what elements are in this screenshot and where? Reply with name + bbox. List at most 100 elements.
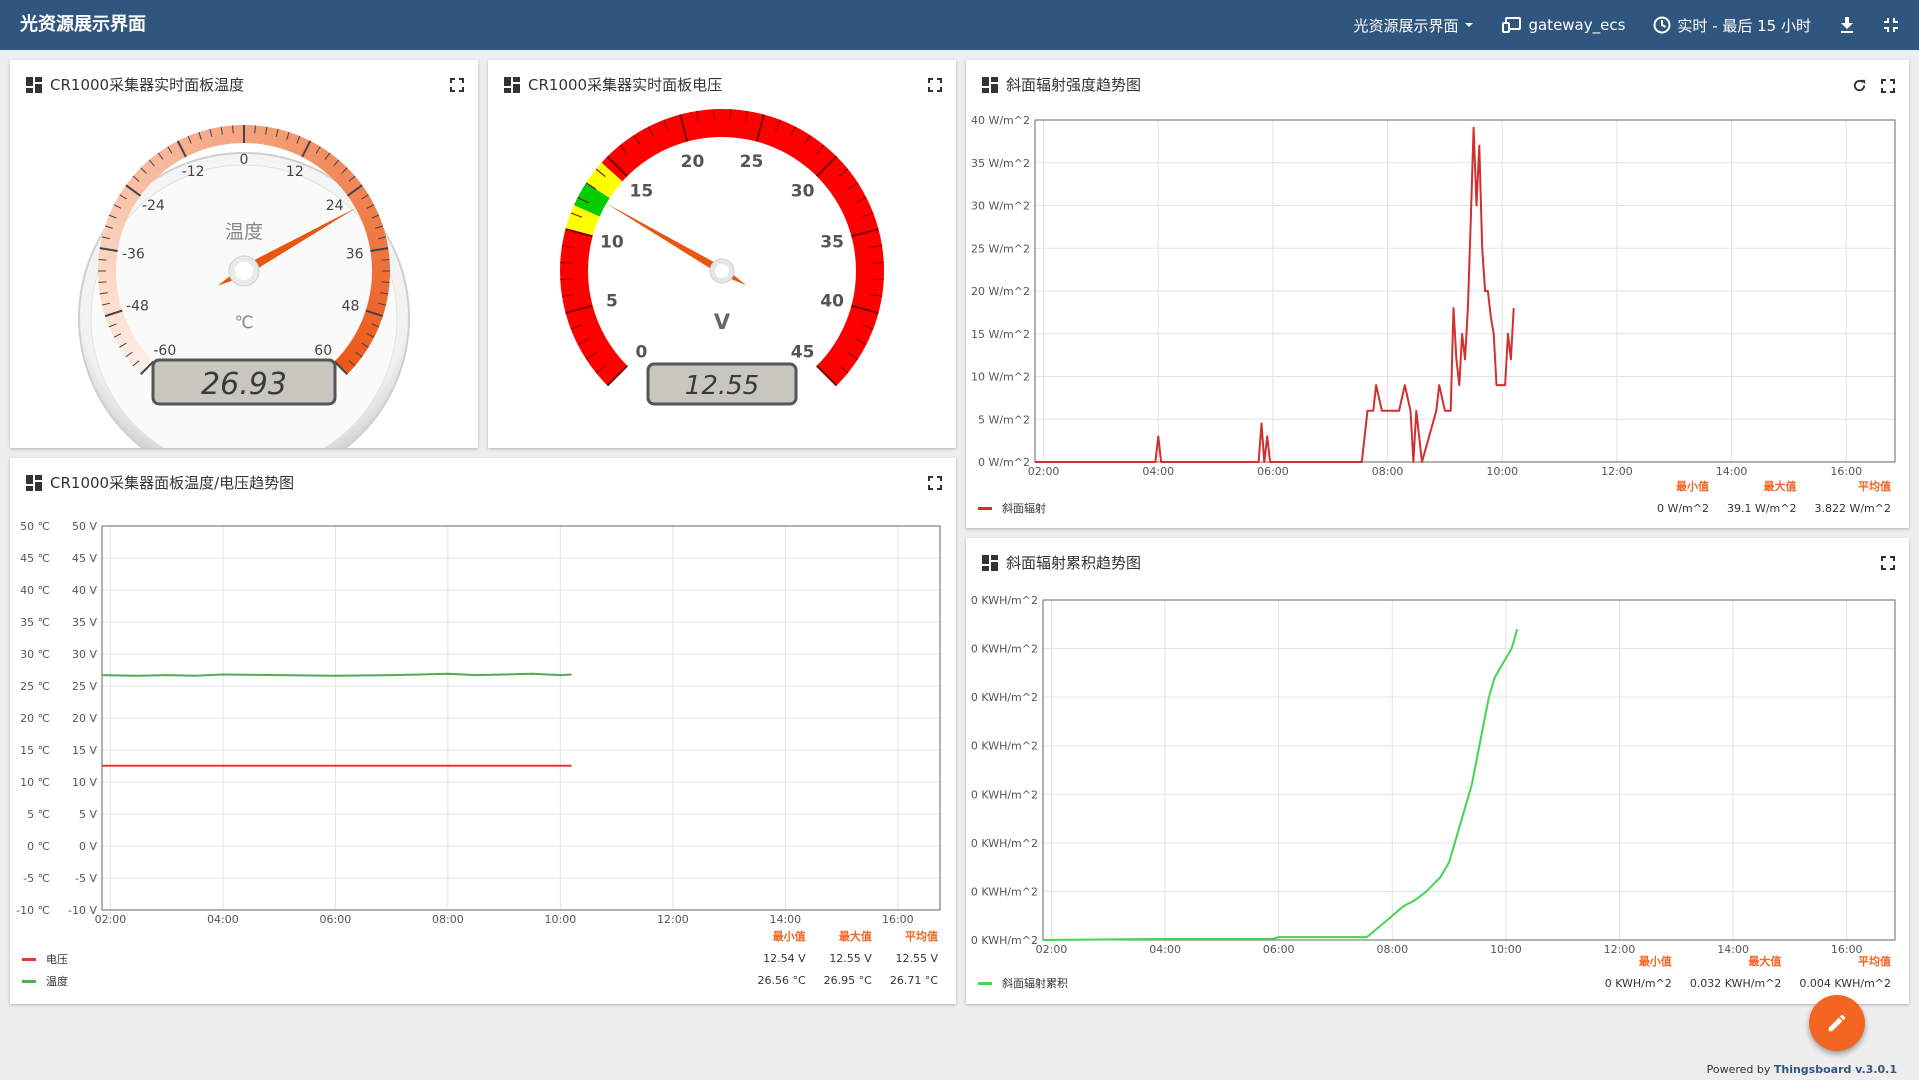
x-tick-label: 04:00 [1142,465,1174,478]
gauge-tick [755,114,765,142]
gauge-tick [585,182,597,190]
series-line[interactable] [101,672,572,677]
edit-dashboard-button[interactable] [1809,995,1865,1051]
legend-item[interactable]: 电压 [22,948,68,970]
gauge-color-band [113,194,136,213]
gauge-tick-label: 45 [791,343,815,363]
download-icon[interactable] [1839,16,1855,34]
widget-title: 斜面辐射强度趋势图 [1006,76,1142,94]
gauge-tick [119,194,127,200]
y-tick-label: 25 W/m^2 [971,242,1030,255]
x-tick-label: 02:00 [1028,465,1060,478]
fullscreen-icon[interactable] [1881,78,1895,93]
gauge-tick [851,228,879,238]
refresh-icon[interactable] [1852,78,1867,93]
stat-avg: 12.55 V [895,951,938,965]
legend-item[interactable]: 斜面辐射累积 [978,972,1068,994]
series-line[interactable] [1035,126,1515,463]
irradiance-line-chart[interactable]: 02:00 04:00 06:00 08:00 10:00 12:00 14:00 16:00… [966,110,1909,530]
gauge-tick [167,146,173,154]
stat-min: 12.54 V [763,951,806,965]
y-tick-label: 35 ℃ [20,616,50,629]
gauge-tick [744,110,748,123]
gauge-tick [198,131,202,140]
x-tick-label: 10:00 [545,913,577,926]
gauge-tick [838,365,849,374]
y-tick-label: 35 W/m^2 [971,157,1030,170]
gauge-tick [870,245,883,249]
gauge-tick [108,323,117,328]
stat-header-avg: 平均值 [1858,955,1891,968]
fullscreen-icon[interactable] [1881,556,1895,570]
gauge-color-band [574,182,610,217]
gauge-color-band [119,337,141,357]
gauge-color-band [319,152,340,175]
entity-alias-select[interactable]: gateway_ecs [1502,16,1625,34]
gauge-color-band [109,204,131,223]
gauge-tick [176,140,187,158]
gauge-tick [870,293,883,297]
temp-volt-line-chart[interactable]: 02:00 04:00 06:00 08:00 10:00 12:00 14:00 16:00… [10,498,956,958]
gauge-tick [851,304,879,314]
gauge-tick [729,109,731,122]
gauge-color-band [560,229,628,386]
gauge-color-band [352,329,375,348]
fullscreen-icon[interactable] [928,78,942,92]
x-tick-label: 02:00 [1036,943,1068,956]
gauge-tick [561,245,574,249]
y-tick-label: 50 ℃ [20,520,50,533]
cumulative-line-chart[interactable]: 02:00 04:00 06:00 08:00 10:00 12:00 14:00 16:00… [966,588,1909,1008]
gauge-tick [606,155,628,177]
fullscreen-icon[interactable] [928,476,942,490]
gauge-tick [561,293,574,297]
gauge-tick [855,197,867,204]
cumulative-chart-widget: 斜面辐射累积趋势图 02:00 04:00 06:00 08:00 10:00 12:00… [966,538,1909,1004]
gauge-color-band [158,146,178,168]
gauge-color-band [132,167,154,188]
gauge-tick [847,352,859,360]
y2-tick-label: 5 V [79,808,97,821]
gauge-color-band [310,146,331,168]
chart-legend: 斜面辐射 [978,497,1046,519]
gauge-color-band [232,125,245,144]
gauge-color-band [244,125,257,144]
timewindow-button[interactable]: 实时 - 最后 15 小时 [1653,15,1811,36]
irradiance-chart-widget: 斜面辐射强度趋势图 02:00 04:00 06:00 08:00 10:00 12:00… [966,60,1909,528]
y2-tick-label: 15 V [72,744,97,757]
legend-item[interactable]: 温度 [22,970,68,992]
gauge-tick-label: 5 [606,292,618,312]
y-tick-label: 15 ℃ [20,744,50,757]
stat-max: 0.032 KWH/m^2 [1689,976,1782,990]
gauge-tick [380,292,389,295]
dashboard-icon [26,474,42,491]
gauge-tick [381,259,390,261]
gauge-tick [315,146,321,154]
gauge-needle-shape [605,202,747,286]
gauge-tick [606,365,628,387]
gauge-tick [254,125,256,134]
gauge-color-band [125,345,147,366]
gauge-tick [861,324,874,330]
gauge-tick [108,214,117,219]
x-tick-label: 12:00 [1601,465,1633,478]
gauge-color-band [254,125,268,145]
brand-link[interactable]: Thingsboard v.3.0.1 [1773,1063,1897,1076]
legend-item[interactable]: 斜面辐射 [978,497,1046,519]
x-tick-label: 12:00 [1604,943,1636,956]
gauge-tick [366,333,375,338]
legend-label: 温度 [46,975,68,988]
y2-tick-label: 35 V [72,616,97,629]
exit-fullscreen-icon[interactable] [1883,17,1899,33]
dashboard-select[interactable]: 光资源展示界面 [1353,15,1474,36]
gauge-tick [371,323,380,328]
series-line[interactable] [1042,628,1519,941]
gauge-color-band [140,159,162,181]
stat-min: 0 W/m^2 [1656,501,1709,515]
stat-max: 26.95 °C [823,973,872,987]
fullscreen-icon[interactable] [450,78,464,92]
gauge-tick [371,214,380,219]
gauge-tick [375,225,384,229]
x-tick-label: 16:00 [1830,465,1862,478]
gauge-tick [871,278,884,280]
gauge-tick [232,125,234,134]
